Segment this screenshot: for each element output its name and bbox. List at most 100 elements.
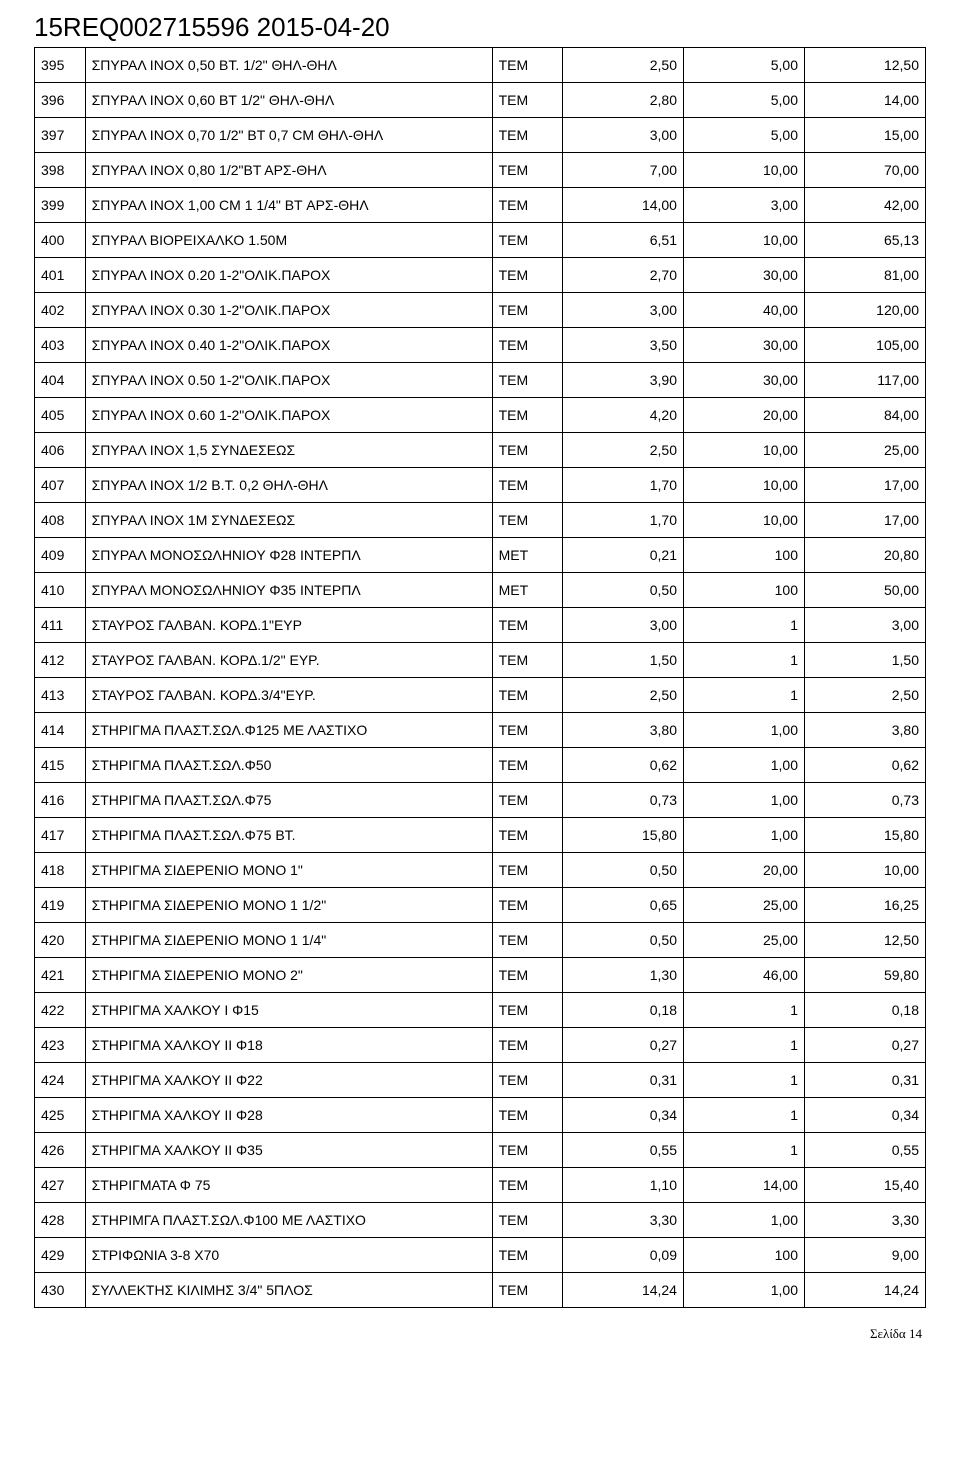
- table-cell: 401: [35, 258, 86, 293]
- table-cell: 405: [35, 398, 86, 433]
- table-cell: 15,80: [562, 818, 683, 853]
- table-cell: ΣΠΥΡΑΛ ΙΝΟΧ 1,5 ΣΥΝΔΕΣΕΩΣ: [85, 433, 492, 468]
- table-cell: 1,10: [562, 1168, 683, 1203]
- table-cell: 10,00: [683, 433, 804, 468]
- table-cell: 15,40: [804, 1168, 925, 1203]
- table-row: 411ΣΤΑΥΡΟΣ ΓΑΛΒΑΝ. ΚΟΡΔ.1"ΕΥΡTEM3,0013,0…: [35, 608, 926, 643]
- table-cell: 1,00: [683, 713, 804, 748]
- table-cell: 0,18: [804, 993, 925, 1028]
- table-cell: 1: [683, 1133, 804, 1168]
- table-row: 404ΣΠΥΡΑΛ ΙΝΟΧ 0.50 1-2"ΟΛΙΚ.ΠΑΡΟΧTEM3,9…: [35, 363, 926, 398]
- table-cell: 0,73: [562, 783, 683, 818]
- table-cell: ΣΠΥΡΑΛ ΙΝΟΧ 1Μ ΣΥΝΔΕΣΕΩΣ: [85, 503, 492, 538]
- table-cell: TEM: [492, 293, 562, 328]
- table-cell: 117,00: [804, 363, 925, 398]
- table-cell: 398: [35, 153, 86, 188]
- table-cell: 420: [35, 923, 86, 958]
- table-cell: 422: [35, 993, 86, 1028]
- table-cell: ΣΤΡΙΦΩΝΙΑ 3-8 Χ70: [85, 1238, 492, 1273]
- table-cell: 0,18: [562, 993, 683, 1028]
- table-cell: 408: [35, 503, 86, 538]
- table-cell: 0,65: [562, 888, 683, 923]
- table-row: 420ΣΤΗΡΙΓΜΑ ΣΙΔΕΡΕΝΙΟ ΜΟΝΟ 1 1/4"TEM0,50…: [35, 923, 926, 958]
- table-cell: ΣΤΗΡΙΓΜΑ ΣΙΔΕΡΕΝΙΟ ΜΟΝΟ 2": [85, 958, 492, 993]
- table-cell: 3,80: [804, 713, 925, 748]
- table-cell: ΣΤΗΡΙΓΜΑ ΠΛΑΣΤ.ΣΩΛ.Φ75 ΒΤ.: [85, 818, 492, 853]
- table-cell: 25,00: [683, 888, 804, 923]
- table-cell: 414: [35, 713, 86, 748]
- table-cell: MET: [492, 538, 562, 573]
- table-cell: TEM: [492, 503, 562, 538]
- table-cell: 1: [683, 643, 804, 678]
- table-cell: 0,50: [562, 573, 683, 608]
- table-cell: 1: [683, 1028, 804, 1063]
- pricing-table-body: 395ΣΠΥΡΑΛ ΙΝΟΧ 0,50 ΒΤ. 1/2" ΘΗΛ-ΘΗΛTEM2…: [35, 48, 926, 1308]
- table-cell: 402: [35, 293, 86, 328]
- table-cell: 397: [35, 118, 86, 153]
- table-cell: TEM: [492, 993, 562, 1028]
- table-cell: 81,00: [804, 258, 925, 293]
- table-cell: ΣΤΗΡΙΓΜΑ ΧΑΛΚΟΥ ΙΙ Φ18: [85, 1028, 492, 1063]
- table-cell: 1,70: [562, 503, 683, 538]
- table-cell: 1: [683, 1098, 804, 1133]
- table-cell: TEM: [492, 853, 562, 888]
- table-cell: 3,30: [562, 1203, 683, 1238]
- table-row: 401ΣΠΥΡΑΛ ΙΝΟΧ 0.20 1-2"ΟΛΙΚ.ΠΑΡΟΧTEM2,7…: [35, 258, 926, 293]
- table-row: 405ΣΠΥΡΑΛ ΙΝΟΧ 0.60 1-2"ΟΛΙΚ.ΠΑΡΟΧTEM4,2…: [35, 398, 926, 433]
- table-cell: 16,25: [804, 888, 925, 923]
- table-cell: 3,00: [804, 608, 925, 643]
- table-cell: 0,09: [562, 1238, 683, 1273]
- table-cell: TEM: [492, 888, 562, 923]
- table-cell: TEM: [492, 608, 562, 643]
- table-cell: 424: [35, 1063, 86, 1098]
- table-cell: 20,00: [683, 853, 804, 888]
- table-row: 413ΣΤΑΥΡΟΣ ΓΑΛΒΑΝ. ΚΟΡΔ.3/4"ΕΥΡ.TEM2,501…: [35, 678, 926, 713]
- table-cell: 10,00: [804, 853, 925, 888]
- table-cell: 1,50: [804, 643, 925, 678]
- table-cell: TEM: [492, 153, 562, 188]
- table-cell: 3,00: [562, 608, 683, 643]
- table-cell: 1,30: [562, 958, 683, 993]
- table-cell: 3,30: [804, 1203, 925, 1238]
- table-cell: 10,00: [683, 153, 804, 188]
- table-cell: 426: [35, 1133, 86, 1168]
- table-cell: 0,34: [562, 1098, 683, 1133]
- table-cell: 100: [683, 1238, 804, 1273]
- table-cell: ΣΤΗΡΙΓΜΑ ΧΑΛΚΟΥ ΙΙ Φ28: [85, 1098, 492, 1133]
- page-number-footer: Σελίδα 14: [0, 1308, 960, 1360]
- table-cell: 1,00: [683, 748, 804, 783]
- table-cell: TEM: [492, 433, 562, 468]
- table-cell: 400: [35, 223, 86, 258]
- table-cell: 2,50: [804, 678, 925, 713]
- table-cell: 0,31: [562, 1063, 683, 1098]
- table-cell: 0,73: [804, 783, 925, 818]
- table-cell: 0,55: [804, 1133, 925, 1168]
- table-cell: TEM: [492, 818, 562, 853]
- table-cell: TEM: [492, 783, 562, 818]
- table-cell: 3,50: [562, 328, 683, 363]
- table-cell: 407: [35, 468, 86, 503]
- table-cell: 406: [35, 433, 86, 468]
- table-cell: TEM: [492, 363, 562, 398]
- table-cell: TEM: [492, 328, 562, 363]
- table-cell: 0,50: [562, 923, 683, 958]
- table-cell: 427: [35, 1168, 86, 1203]
- table-cell: 2,80: [562, 83, 683, 118]
- table-row: 426ΣΤΗΡΙΓΜΑ ΧΑΛΚΟΥ ΙΙ Φ35TEM0,5510,55: [35, 1133, 926, 1168]
- table-cell: 3,90: [562, 363, 683, 398]
- table-cell: ΣΠΥΡΑΛ ΙΝΟΧ 0.50 1-2"ΟΛΙΚ.ΠΑΡΟΧ: [85, 363, 492, 398]
- table-cell: TEM: [492, 83, 562, 118]
- table-cell: 25,00: [683, 923, 804, 958]
- table-row: 423ΣΤΗΡΙΓΜΑ ΧΑΛΚΟΥ ΙΙ Φ18TEM0,2710,27: [35, 1028, 926, 1063]
- table-row: 403ΣΠΥΡΑΛ ΙΝΟΧ 0.40 1-2"ΟΛΙΚ.ΠΑΡΟΧTEM3,5…: [35, 328, 926, 363]
- table-row: 399ΣΠΥΡΑΛ ΙΝΟΧ 1,00 CM 1 1/4" BT ΑΡΣ-ΘΗΛ…: [35, 188, 926, 223]
- table-cell: 1,00: [683, 818, 804, 853]
- table-row: 408ΣΠΥΡΑΛ ΙΝΟΧ 1Μ ΣΥΝΔΕΣΕΩΣTEM1,7010,001…: [35, 503, 926, 538]
- table-cell: ΣΠΥΡΑΛ ΙΝΟΧ 0,50 ΒΤ. 1/2" ΘΗΛ-ΘΗΛ: [85, 48, 492, 83]
- table-cell: 395: [35, 48, 86, 83]
- table-cell: ΣΤΗΡΙΓΜΑ ΣΙΔΕΡΕΝΙΟ ΜΟΝΟ 1 1/4": [85, 923, 492, 958]
- table-cell: 46,00: [683, 958, 804, 993]
- table-cell: ΣΤΗΡΙΓΜΑ ΧΑΛΚΟΥ Ι Φ15: [85, 993, 492, 1028]
- table-cell: 415: [35, 748, 86, 783]
- table-cell: 4,20: [562, 398, 683, 433]
